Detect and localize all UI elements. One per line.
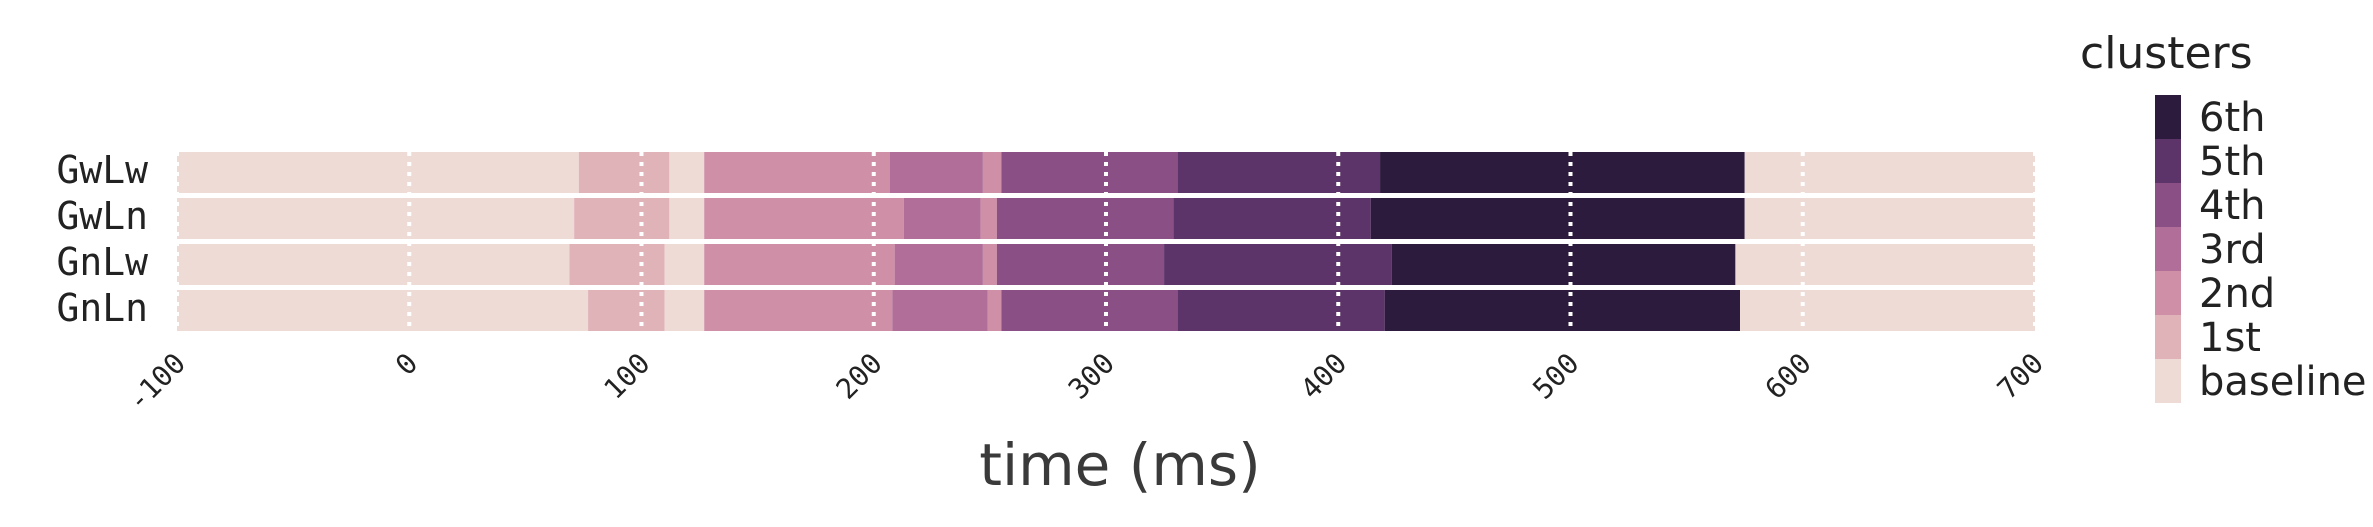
segment-gwln-0 [177, 198, 575, 239]
legend-swatch-1st [2155, 315, 2181, 359]
legend-label-3rd: 3rd [2199, 227, 2266, 273]
segment-gwlw-0 [177, 152, 579, 193]
x-tick-label-100: 100 [597, 347, 656, 406]
x-tick-label-300: 300 [1062, 347, 1121, 406]
x-tick-label-600: 600 [1759, 347, 1818, 406]
heatmap-rows [177, 152, 2035, 331]
segment-gnlw-3 [704, 244, 895, 285]
legend-label-1st: 1st [2199, 315, 2261, 361]
segment-gwln-7 [1173, 198, 1371, 239]
segment-gnlw-9 [1735, 244, 2035, 285]
segment-gnln-2 [664, 290, 705, 331]
segment-gwlw-8 [1380, 152, 1745, 193]
x-tick-label-700: 700 [1991, 347, 2050, 406]
segment-gnlw-1 [569, 244, 665, 285]
x-tick-label-0: 0 [389, 347, 424, 382]
legend-label-4th: 4th [2199, 183, 2265, 229]
legend-label-baseline: baseline [2199, 359, 2367, 405]
segment-gwln-1 [574, 198, 670, 239]
legend-swatch-5th [2155, 139, 2181, 183]
segment-gwln-4 [903, 198, 981, 239]
segment-gwlw-5 [982, 152, 1002, 193]
x-tick-label-500: 500 [1526, 347, 1585, 406]
row-label-gnlw: GnLw [56, 240, 148, 284]
segment-gnln-7 [1177, 290, 1385, 331]
segment-gwln-2 [669, 198, 705, 239]
legend-swatch-2nd [2155, 271, 2181, 315]
segment-gnln-9 [1740, 290, 2035, 331]
legend-title: clusters [2080, 28, 2253, 79]
segment-gnlw-2 [664, 244, 705, 285]
segment-gnln-8 [1384, 290, 1741, 331]
segment-gwlw-4 [890, 152, 983, 193]
segment-gnln-5 [987, 290, 1002, 331]
segment-gwlw-9 [1744, 152, 2035, 193]
row-labels: GwLw GwLn GnLw GnLn [56, 148, 148, 330]
segment-gnlw-4 [894, 244, 983, 285]
row-label-gwlw: GwLw [56, 148, 148, 192]
legend-swatch-6th [2155, 95, 2181, 139]
x-tick-label--100: -100 [121, 347, 192, 418]
segment-gnlw-5 [982, 244, 997, 285]
legend-swatch-3rd [2155, 227, 2181, 271]
row-label-gwln: GwLn [56, 194, 148, 238]
segment-gnln-3 [704, 290, 893, 331]
segment-gnlw-0 [177, 244, 570, 285]
segment-gwlw-2 [669, 152, 705, 193]
segment-gwlw-6 [1001, 152, 1178, 193]
legend-swatch-4th [2155, 183, 2181, 227]
legend-swatch-baseline [2155, 359, 2181, 403]
x-tick-label-400: 400 [1294, 347, 1353, 406]
segment-gwln-8 [1370, 198, 1745, 239]
x-axis-title: time (ms) [979, 431, 1260, 499]
segment-gwlw-3 [704, 152, 891, 193]
segment-gwlw-1 [578, 152, 670, 193]
segment-gwln-9 [1744, 198, 2035, 239]
segment-gnln-1 [588, 290, 665, 331]
x-tick-labels: -100 0 100 200 300 400 500 600 700 [121, 347, 2050, 418]
segment-gnln-6 [1001, 290, 1178, 331]
x-tick-label-200: 200 [830, 347, 889, 406]
segment-gwln-3 [704, 198, 904, 239]
legend-label-2nd: 2nd [2199, 271, 2275, 317]
legend-label-6th: 6th [2199, 95, 2265, 141]
segment-gwln-5 [980, 198, 997, 239]
segment-gnln-4 [892, 290, 988, 331]
segment-gwlw-7 [1177, 152, 1381, 193]
row-label-gnln: GnLn [56, 286, 148, 330]
segment-gnln-0 [177, 290, 589, 331]
segment-gnlw-6 [996, 244, 1165, 285]
segment-gnlw-7 [1164, 244, 1392, 285]
segment-gwln-6 [996, 198, 1174, 239]
legend-label-5th: 5th [2199, 139, 2265, 185]
segment-gnlw-8 [1391, 244, 1736, 285]
